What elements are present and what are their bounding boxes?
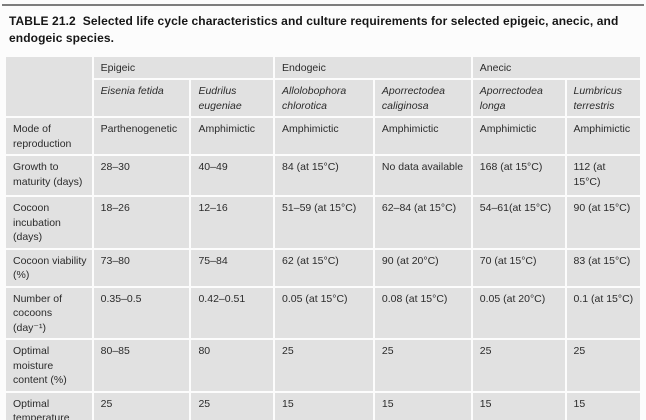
table-cell: 0.08 (at 15°C): [374, 287, 471, 339]
table-cell: 12–16: [191, 197, 274, 248]
table-body: Mode of reproduction Parthenogenetic Amphi…: [6, 118, 640, 420]
top-rule: [2, 4, 644, 6]
table-cell: 25: [374, 340, 471, 391]
species-name: Lumbricus terrestris: [566, 80, 640, 117]
row-label: Cocoon incubation (days): [6, 197, 92, 248]
table-cell: 62–84 (at 15°C): [374, 197, 471, 248]
row-label: Cocoon viability (%): [6, 249, 92, 286]
table-cell: Amphimictic: [472, 118, 565, 155]
table-caption: Selected life cycle characteristics and …: [9, 14, 619, 46]
table-cell: 168 (at 15°C): [472, 156, 565, 196]
species-name: Allolobophora chlorotica: [275, 80, 373, 117]
row-label: Mode of reproduction: [6, 118, 92, 155]
table-cell: 70 (at 15°C): [472, 249, 565, 286]
group-header: Epigeic: [93, 56, 274, 79]
table-cell: 80–85: [93, 340, 190, 391]
table-cell: Amphimictic: [191, 118, 274, 155]
row-label: Optimal temperature (°C): [6, 392, 92, 420]
species-name: Eudrilus eugeniae: [191, 80, 274, 117]
species-name: Aporrectodea caliginosa: [374, 80, 471, 117]
table-row: Optimal moisture content (%) 80–85 80 25 25 2…: [6, 340, 640, 391]
table-cell: 25: [191, 392, 274, 420]
table-row: Cocoon viability (%) 73–80 75–84 62 (at 15°…: [6, 249, 640, 286]
table-cell: 25: [566, 340, 640, 391]
table-cell: 112 (at 15°C): [566, 156, 640, 196]
table-row: Number of cocoons (day⁻¹) 0.35–0.5 0.42–0.…: [6, 287, 640, 339]
table-cell: 28–30: [93, 156, 190, 196]
row-label: Optimal moisture content (%): [6, 340, 92, 391]
table-cell: 25: [275, 340, 373, 391]
table-cell: 80: [191, 340, 274, 391]
table-cell: 54–61(at 15°C): [472, 197, 565, 248]
table-cell: 90 (at 15°C): [566, 197, 640, 248]
row-label: Growth to maturity (days): [6, 156, 92, 196]
table-cell: Amphimictic: [374, 118, 471, 155]
data-table: Epigeic Endogeic Anecic Eisenia fetida Eudri…: [4, 55, 642, 420]
corner-cell: [6, 56, 92, 117]
table-head: Epigeic Endogeic Anecic Eisenia fetida Eudri…: [6, 56, 640, 117]
table-cell: 51–59 (at 15°C): [275, 197, 373, 248]
table-cell: 15: [275, 392, 373, 420]
group-header: Endogeic: [275, 56, 471, 79]
table-cell: 73–80: [93, 249, 190, 286]
table-cell: 15: [374, 392, 471, 420]
table-cell: 15: [566, 392, 640, 420]
table-cell: 0.35–0.5: [93, 287, 190, 339]
table-row: Cocoon incubation (days) 18–26 12–16 51–59 …: [6, 197, 640, 248]
table-cell: 84 (at 15°C): [275, 156, 373, 196]
table-cell: 0.05 (at 15°C): [275, 287, 373, 339]
species-name: Eisenia fetida: [93, 80, 190, 117]
table-cell: 90 (at 20°C): [374, 249, 471, 286]
table-number: TABLE 21.2: [9, 14, 76, 28]
table-cell: 0.05 (at 20°C): [472, 287, 565, 339]
table-cell: 0.1 (at 15°C): [566, 287, 640, 339]
table-cell: 83 (at 15°C): [566, 249, 640, 286]
species-header-row: Eisenia fetida Eudrilus eugeniae Allolobop…: [6, 80, 640, 117]
table-cell: 40–49: [191, 156, 274, 196]
group-header-row: Epigeic Endogeic Anecic: [6, 56, 640, 117]
group-header: Anecic: [472, 56, 640, 79]
table-cell: 0.42–0.51: [191, 287, 274, 339]
table-row: Mode of reproduction Parthenogenetic Amphi…: [6, 118, 640, 155]
table-cell: 75–84: [191, 249, 274, 286]
table-cell: 25: [93, 392, 190, 420]
table-cell: 15: [472, 392, 565, 420]
table-cell: 62 (at 15°C): [275, 249, 373, 286]
table-row: Growth to maturity (days) 28–30 40–49 84 (a…: [6, 156, 640, 196]
table-cell: 25: [472, 340, 565, 391]
table-cell: 18–26: [93, 197, 190, 248]
table-title: TABLE 21.2 Selected life cycle characteri…: [0, 6, 646, 55]
row-label: Number of cocoons (day⁻¹): [6, 287, 92, 339]
table-cell: No data available: [374, 156, 471, 196]
table-cell: Amphimictic: [566, 118, 640, 155]
species-name: Aporrectodea longa: [472, 80, 565, 117]
table-cell: Parthenogenetic: [93, 118, 190, 155]
table-cell: Amphimictic: [275, 118, 373, 155]
